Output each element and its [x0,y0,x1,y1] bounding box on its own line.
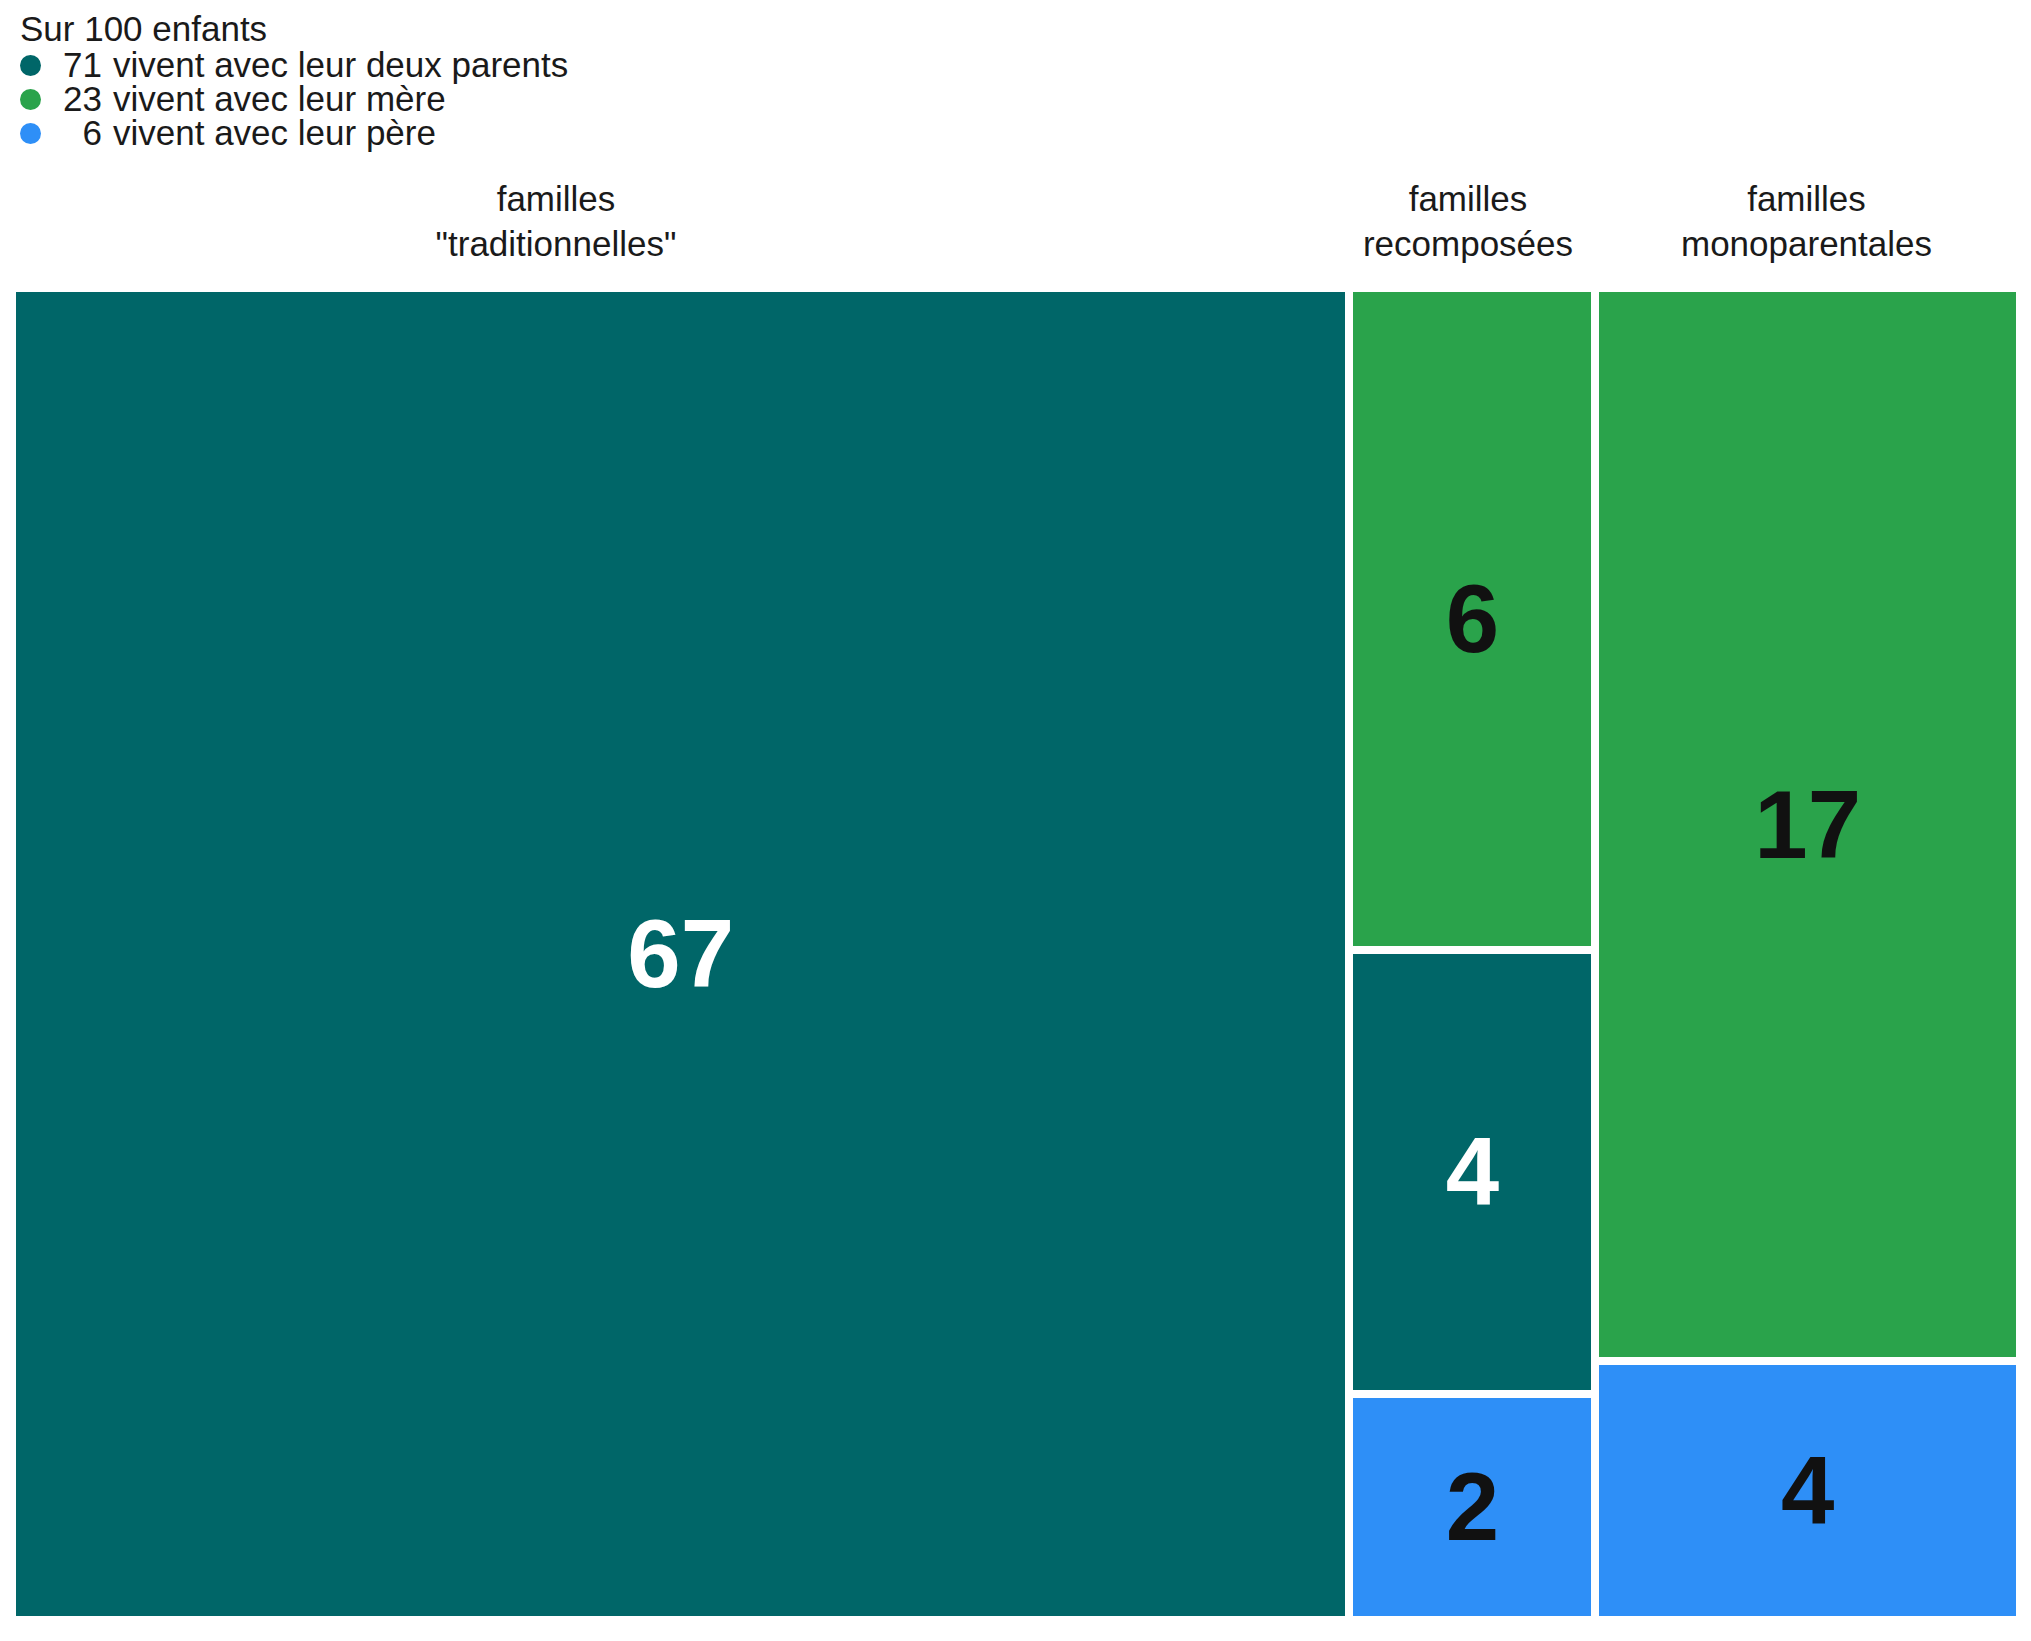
legend-label: vivent avec leur père [113,116,436,150]
column-header-line1: familles [16,176,1096,221]
legend-dot-mere-icon [20,89,41,110]
block-value: 4 [1781,1443,1834,1539]
column-traditionnelles: 67 [16,292,1345,1616]
column-header-line2: monoparentales [1577,221,2031,266]
column-header-line1: familles [1318,176,1618,221]
block-value: 6 [1446,571,1499,667]
chart-legend: Sur 100 enfants 71 vivent avec leur deux… [20,12,568,150]
legend-value: 71 [54,48,102,82]
chart-title: Sur 100 enfants [20,12,568,46]
block-deux-parents-67: 67 [16,292,1345,1616]
legend-dot-deux-parents-icon [20,55,41,76]
column-monoparentales: 17 4 [1599,292,2016,1616]
block-value: 17 [1754,777,1861,873]
legend-label: vivent avec leur mère [113,82,446,116]
block-value: 4 [1446,1124,1499,1220]
block-mere-6: 6 [1353,292,1591,946]
legend-value: 23 [54,82,102,116]
block-deux-parents-4: 4 [1353,954,1591,1390]
column-header-line1: familles [1577,176,2031,221]
column-recomposees: 6 4 2 [1353,292,1591,1616]
block-mere-17: 17 [1599,292,2016,1357]
block-pere-4: 4 [1599,1365,2016,1616]
legend-label: vivent avec leur deux parents [113,48,568,82]
column-header-traditionnelles: familles "traditionnelles" [16,176,1096,266]
block-value: 2 [1446,1459,1499,1555]
mosaic-area: 67 6 4 2 17 4 [16,292,2016,1616]
column-header-recomposees: familles recomposées [1318,176,1618,266]
column-header-monoparentales: familles monoparentales [1577,176,2031,266]
treemap-chart: Sur 100 enfants 71 vivent avec leur deux… [0,0,2031,1641]
legend-dot-pere-icon [20,123,41,144]
block-pere-2: 2 [1353,1398,1591,1616]
block-value: 67 [627,906,734,1002]
legend-item-deux-parents: 71 vivent avec leur deux parents [20,48,568,82]
legend-value: 6 [54,116,102,150]
column-header-line2: "traditionnelles" [16,221,1096,266]
column-header-line2: recomposées [1318,221,1618,266]
legend-item-mere: 23 vivent avec leur mère [20,82,568,116]
legend-item-pere: 6 vivent avec leur père [20,116,568,150]
